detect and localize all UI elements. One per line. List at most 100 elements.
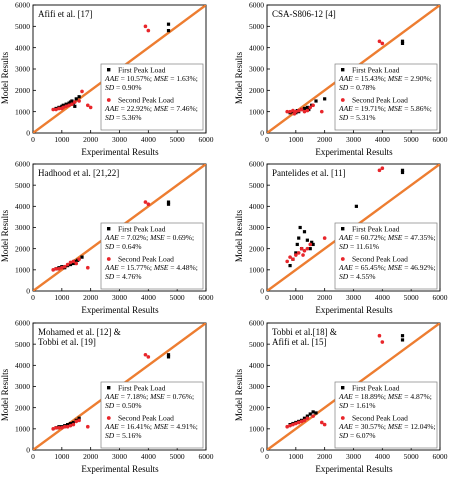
second-peak-point: [296, 251, 301, 255]
chart-panel: 0 1000 2000 3000 4000 5000 6000 0 1000 2000 3000 40…: [15, 1, 214, 144]
legend-sd-second: SD = 5.36%: [105, 113, 142, 122]
chart-panel: 0 1000 2000 3000 4000 5000 6000 0 1000 2000 3000 40…: [249, 160, 448, 302]
legend-marker-first: [107, 386, 111, 390]
y-tick-label: 5000: [15, 181, 30, 190]
x-tick-label: 0: [31, 135, 35, 144]
x-tick-label: 2000: [83, 293, 98, 302]
y-axis-title: Model Results: [234, 368, 244, 421]
legend-sd-second: SD = 5.31%: [339, 113, 376, 122]
second-peak-point: [285, 424, 289, 429]
first-peak-point: [166, 353, 171, 357]
x-axis-title: Experimental Results: [81, 147, 159, 157]
panel-title: CSA-S806-12 [4]: [272, 9, 336, 19]
y-tick-label: 0: [260, 287, 264, 296]
first-peak-point: [166, 200, 171, 204]
y-tick-label: 1000: [15, 265, 30, 274]
second-peak-point: [319, 109, 324, 114]
legend-sd-first: SD = 0.64%: [105, 242, 142, 251]
second-peak-point: [67, 103, 71, 108]
second-peak-point: [62, 424, 67, 429]
x-tick-label: 1000: [288, 293, 303, 302]
second-peak-point: [296, 108, 301, 113]
x-tick-label: 4000: [141, 135, 156, 144]
second-peak-point: [65, 262, 70, 267]
legend-stats-first: AAE = 7.02%; MSE = 0.69%;: [104, 233, 194, 242]
second-peak-point: [305, 246, 310, 251]
x-tick-label: 4000: [141, 452, 156, 461]
legend-marker-second: [340, 98, 345, 102]
second-peak-point: [146, 202, 151, 207]
second-peak-point: [143, 24, 148, 29]
second-peak-point: [54, 425, 58, 430]
y-tick-label: 4000: [15, 43, 30, 52]
y-tick-label: 6000: [15, 319, 30, 328]
second-peak-point: [301, 253, 305, 257]
panel-title: Hadhood et al. [21,22]: [38, 168, 119, 178]
first-peak-point: [311, 242, 315, 247]
first-peak-point: [400, 168, 405, 172]
second-peak-point: [288, 255, 292, 259]
y-tick-label: 1000: [249, 424, 264, 433]
chart-panel: 0 1000 2000 3000 4000 5000 6000 0 1000 2000 3000 40…: [249, 319, 448, 461]
second-peak-point: [57, 266, 61, 271]
x-tick-label: 1000: [54, 452, 69, 461]
y-tick-label: 2000: [249, 403, 264, 412]
first-peak-point: [314, 411, 318, 415]
legend-stats-first: AAE = 18.89%; MSE = 4.87%;: [338, 392, 432, 401]
legend-stats-second: AAE = 16.41%; MSE = 4.91%;: [104, 422, 198, 431]
second-peak-point: [146, 355, 151, 359]
x-tick-label: 2000: [317, 135, 332, 144]
x-tick-label: 3000: [346, 452, 361, 461]
legend-marker-second: [106, 257, 111, 261]
x-tick-label: 5000: [170, 293, 185, 302]
legend-box: [334, 222, 438, 290]
legend-sd-second: SD = 4.76%: [105, 272, 142, 281]
second-peak-point: [308, 105, 313, 110]
first-peak-point: [308, 412, 312, 416]
y-tick-label: 3000: [15, 223, 30, 232]
second-peak-point: [80, 89, 84, 94]
second-peak-point: [377, 333, 382, 338]
second-peak-point: [311, 103, 315, 108]
second-peak-point: [54, 107, 58, 112]
second-peak-point: [294, 421, 298, 426]
x-axis-title: Experimental Results: [315, 305, 393, 315]
x-tick-label: 6000: [199, 293, 214, 302]
x-tick-label: 6000: [433, 452, 448, 461]
second-peak-point: [64, 104, 68, 109]
first-peak-point: [297, 236, 301, 240]
x-tick-label: 4000: [141, 293, 156, 302]
legend-stats-second: AAE = 65.45%; MSE = 46.92%;: [338, 263, 436, 272]
second-peak-point: [288, 423, 292, 428]
second-peak-point: [377, 39, 382, 44]
second-peak-point: [285, 109, 289, 114]
x-tick-label: 0: [265, 293, 269, 302]
second-peak-point: [57, 106, 61, 111]
first-peak-point: [294, 251, 298, 255]
second-peak-point: [68, 423, 73, 428]
x-tick-label: 3000: [346, 293, 361, 302]
first-peak-point: [305, 414, 309, 418]
second-peak-point: [60, 425, 64, 430]
y-tick-label: 5000: [249, 340, 264, 349]
second-peak-point: [57, 425, 61, 430]
y-tick-label: 4000: [249, 43, 264, 52]
panel-title: Afifi et al. [17]: [38, 9, 92, 19]
y-axis-title: Model Results: [234, 209, 244, 262]
second-peak-point: [322, 236, 327, 240]
x-tick-label: 3000: [112, 452, 127, 461]
first-peak-point: [305, 105, 309, 109]
first-peak-point: [308, 247, 312, 251]
second-peak-point: [60, 265, 64, 270]
x-tick-label: 6000: [433, 135, 448, 144]
y-axis-title: Model Results: [234, 51, 244, 104]
y-tick-label: 6000: [249, 160, 264, 169]
first-peak-point: [314, 99, 318, 103]
legend-stats-second: AAE = 19.71%; MSE = 5.86%;: [338, 104, 432, 113]
first-peak-point: [298, 225, 302, 230]
y-axis-title: Model Results: [0, 368, 10, 421]
y-tick-label: 5000: [15, 22, 30, 31]
chart-panel: 0 1000 2000 3000 4000 5000 6000 0 1000 2000 3000 40…: [249, 1, 448, 144]
second-peak-point: [85, 265, 90, 270]
